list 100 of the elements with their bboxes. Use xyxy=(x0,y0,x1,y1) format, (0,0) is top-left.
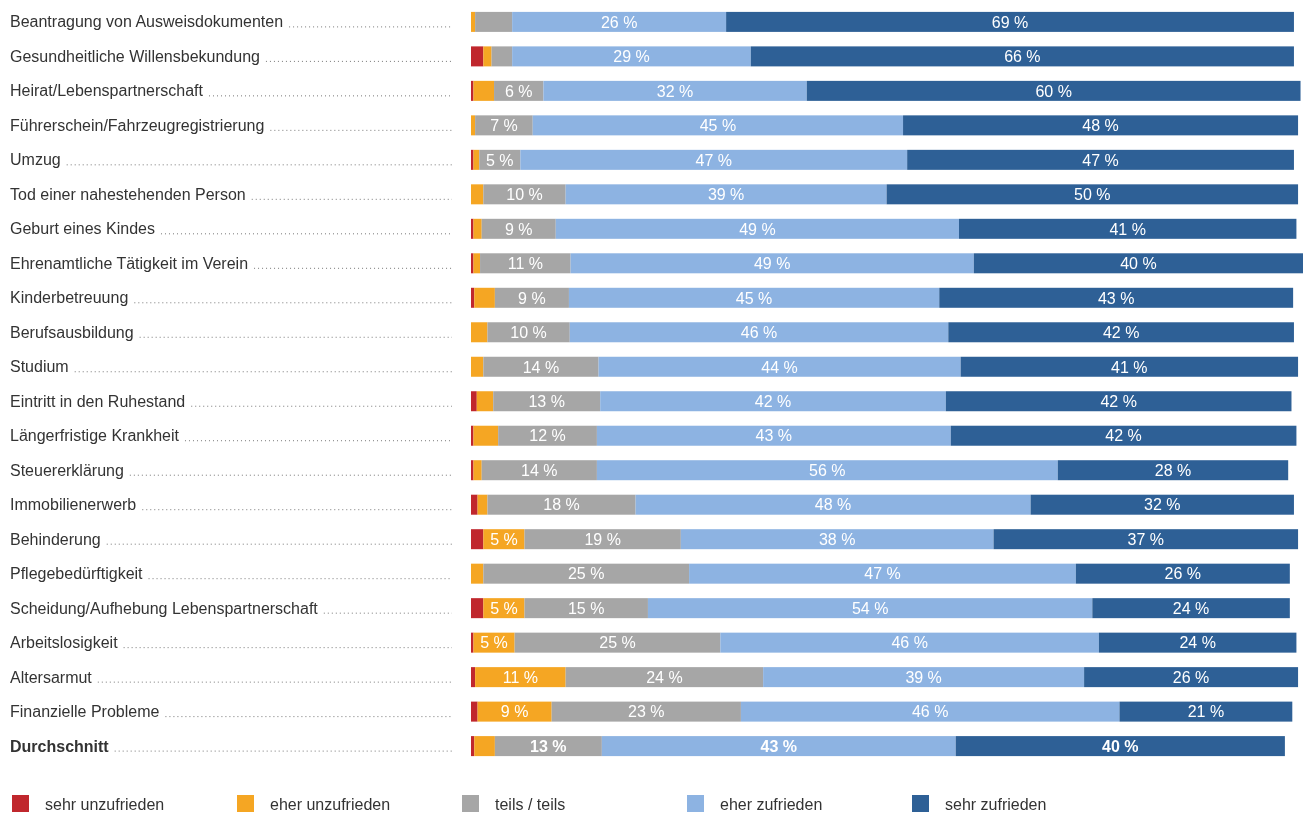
bar xyxy=(903,115,1299,136)
legend-label: teils / teils xyxy=(495,795,566,813)
y-tick-label: Umzug xyxy=(10,151,61,169)
bar xyxy=(493,391,601,412)
data-label: 42 % xyxy=(1105,427,1142,445)
bar xyxy=(487,494,636,515)
bar xyxy=(993,529,1299,550)
bar xyxy=(960,356,1299,377)
bar xyxy=(473,218,482,239)
data-label: 5 % xyxy=(480,634,508,652)
y-tick-label: Steuererklärung xyxy=(10,461,124,479)
bar xyxy=(481,460,597,481)
bar xyxy=(1119,701,1293,722)
bar xyxy=(474,287,495,308)
legend-label: sehr unzufrieden xyxy=(45,795,165,813)
data-label: 54 % xyxy=(851,599,889,617)
y-tick-label: Pflegebedürftigkeit xyxy=(10,565,144,583)
bar xyxy=(973,253,1303,274)
data-label: 5 % xyxy=(490,530,518,548)
bar xyxy=(750,46,1294,67)
bar xyxy=(568,287,940,308)
bar xyxy=(473,149,480,170)
data-label: 60 % xyxy=(1035,82,1072,100)
bar xyxy=(950,425,1297,446)
y-tick-label: Berufsausbildung xyxy=(10,323,134,341)
data-label: 46 % xyxy=(911,703,949,721)
data-label: 46 % xyxy=(740,324,778,342)
data-label: 19 % xyxy=(584,530,621,548)
bar xyxy=(1075,563,1290,584)
bar xyxy=(474,736,495,757)
data-label: 42 % xyxy=(1102,324,1140,342)
bar xyxy=(483,563,690,584)
bar xyxy=(939,287,1294,308)
data-label: 24 % xyxy=(1172,599,1210,617)
y-tick-label: Ehrenamtliche Tätigkeit im Verein xyxy=(10,254,249,272)
y-tick-label: Immobilienerwerb xyxy=(10,496,137,514)
data-label: 10 % xyxy=(510,324,547,342)
data-label: 42 % xyxy=(1100,393,1137,410)
data-label: 6 % xyxy=(504,82,533,100)
data-label: 48 % xyxy=(1082,117,1119,135)
data-label: 11 % xyxy=(502,668,539,686)
bar xyxy=(720,632,1099,653)
data-label: 47 % xyxy=(695,151,732,169)
data-label: 12 % xyxy=(529,427,566,445)
data-label: 9 % xyxy=(518,289,546,307)
data-label: 14 % xyxy=(521,461,558,479)
bar xyxy=(555,218,960,239)
bar xyxy=(471,494,478,515)
bar xyxy=(569,322,949,343)
y-tick-label: Scheidung/Aufhebung Lebenspartnerschaft xyxy=(10,599,319,617)
bar xyxy=(471,667,476,688)
data-label: 43 % xyxy=(760,737,798,755)
data-label: 46 % xyxy=(891,634,928,652)
bar xyxy=(596,460,1058,481)
y-tick-label: Längerfristige Krankheit xyxy=(10,427,180,445)
y-tick-label: Eintritt in den Ruhestand xyxy=(10,392,186,410)
bar xyxy=(473,253,481,274)
bar xyxy=(476,391,494,412)
data-label: 42 % xyxy=(754,393,792,410)
data-label: 26 % xyxy=(1172,668,1210,686)
bar xyxy=(480,253,571,274)
bar xyxy=(471,736,475,757)
bar xyxy=(596,425,951,446)
y-tick-label: Geburt eines Kindes xyxy=(10,220,155,238)
bar xyxy=(948,322,1294,343)
data-label: 23 % xyxy=(628,703,665,721)
y-tick-label: Studium xyxy=(10,358,69,376)
bar xyxy=(471,287,475,308)
data-label: 47 % xyxy=(864,565,901,583)
data-label: 11 % xyxy=(507,255,543,273)
bar xyxy=(473,425,499,446)
data-label: 47 % xyxy=(1082,151,1119,169)
data-label: 10 % xyxy=(506,186,543,204)
data-label: 32 % xyxy=(1144,496,1181,514)
bar xyxy=(565,184,887,205)
data-label: 39 % xyxy=(707,186,745,204)
data-label: 13 % xyxy=(528,393,565,410)
bar xyxy=(959,218,1297,239)
bar xyxy=(471,701,478,722)
bar xyxy=(886,184,1299,205)
data-label: 49 % xyxy=(753,255,791,273)
y-tick-label: Gesundheitliche Willensbekundung xyxy=(10,47,260,65)
bar xyxy=(471,356,484,377)
bar xyxy=(514,632,721,653)
bar xyxy=(471,391,477,412)
data-label: 26 % xyxy=(1164,565,1202,583)
bar xyxy=(471,46,484,67)
y-tick-label: Behinderung xyxy=(10,530,101,548)
bar xyxy=(483,46,492,67)
data-label: 43 % xyxy=(1097,289,1135,307)
bar xyxy=(498,425,597,446)
bar xyxy=(1092,598,1290,619)
bar xyxy=(565,667,764,688)
bar xyxy=(473,80,495,101)
bar xyxy=(907,149,1294,170)
legend-label: eher unzufrieden xyxy=(270,795,391,813)
bar xyxy=(524,529,681,550)
bar xyxy=(471,11,476,32)
y-tick-label: Tod einer nahestehenden Person xyxy=(10,185,246,203)
bar xyxy=(475,11,513,32)
